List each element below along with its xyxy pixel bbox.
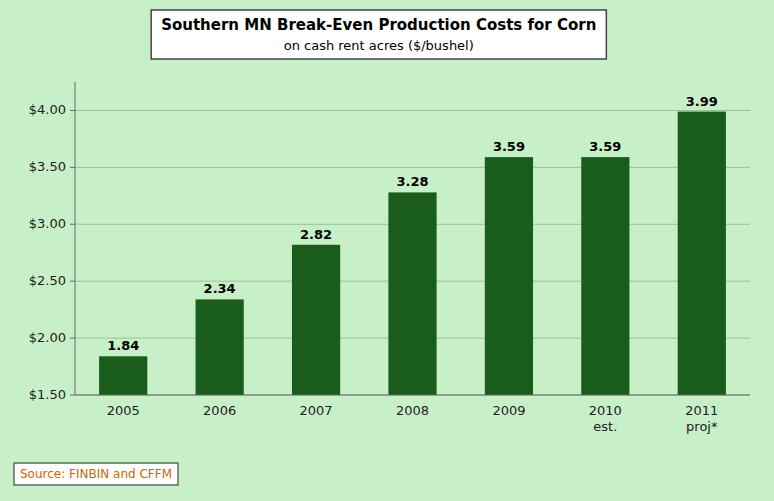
category-label: 2006 [203,403,236,418]
tick-label: $3.00 [29,216,66,231]
chart: $1.50 $2.00 $2.50 $3.00 $3.50 $4.00 1.84 2.34 2.… [0,0,774,501]
category-label-line: 2011 [685,403,718,418]
tick-mark [70,338,75,339]
category-label-line: 2007 [300,403,333,418]
data-label: 3.28 [396,174,428,189]
category-label: 2007 [300,403,333,418]
bar [581,157,629,395]
category-label-line: 2009 [492,403,525,418]
tick-label: $1.50 [29,387,66,402]
tick-mark [70,110,75,111]
data-label: 3.59 [493,139,525,154]
category-label: 2011proj* [685,403,718,434]
category-label: 2009 [492,403,525,418]
tick-mark [70,395,75,396]
category-label-line: 2008 [396,403,429,418]
category-label-line: 2005 [107,403,140,418]
x-axis [75,395,750,396]
y-axis [75,82,76,395]
category-label: 2010est. [589,403,622,434]
tick-label: $3.50 [29,159,66,174]
data-label: 3.59 [589,139,621,154]
annotation-box [14,463,178,485]
tick-label: $4.00 [29,102,66,117]
annotation-group: Source: FINBIN and CFFM [14,463,178,485]
tick-mark [70,167,75,168]
title-group: Southern MN Break-Even Production Costs … [151,10,606,59]
data-label: 1.84 [107,338,139,353]
bar [196,299,244,395]
tick-mark [70,224,75,225]
tick-mark [70,281,75,282]
category-label-line: 2010 [589,403,622,418]
category-label: 2005 [107,403,140,418]
grid-line [75,167,750,168]
category-label-line: proj* [686,419,718,434]
bar [388,192,436,395]
tick-label: $2.00 [29,330,66,345]
data-label: 2.34 [204,281,236,296]
bars [99,112,726,395]
category-label-line: 2006 [203,403,236,418]
title: Southern MN Break-Even Production Costs … [161,16,596,34]
bar [292,245,340,395]
category-label: 2008 [396,403,429,418]
subtitle: on cash rent acres ($/bushel) [284,38,474,53]
bar [485,157,533,395]
tick-label: $2.50 [29,273,66,288]
data-label: 3.99 [686,94,718,109]
title-box [151,10,606,59]
category-label-line: est. [593,419,617,434]
annotation: Source: FINBIN and CFFM [20,467,172,481]
bar [678,112,726,395]
grid-line [75,395,750,396]
data-label: 2.82 [300,227,332,242]
bar [99,356,147,395]
grid-line [75,110,750,111]
